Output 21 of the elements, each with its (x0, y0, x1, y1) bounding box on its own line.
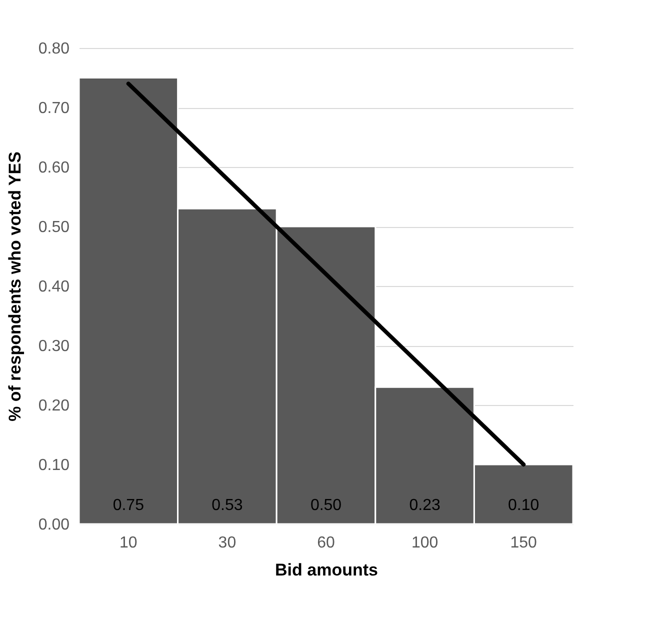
y-tick-label: 0.80 (38, 40, 70, 58)
y-tick-label: 0.30 (38, 338, 70, 355)
x-tick-label: 100 (411, 534, 438, 552)
y-tick-label: 0.60 (38, 160, 70, 176)
y-tick-label: 0.70 (38, 100, 70, 117)
data-label: 0.10 (508, 497, 540, 514)
y-tick-label: 0.40 (38, 278, 70, 296)
data-label: 0.50 (310, 497, 342, 514)
y-tick-label: 0.10 (38, 457, 70, 474)
y-tick-label: 0.20 (38, 398, 70, 414)
x-tick-label: 10 (120, 534, 138, 552)
x-axis-title: Bid amounts (275, 560, 378, 580)
y-tick-label: 0.50 (38, 219, 70, 236)
x-tick-label: 150 (510, 534, 538, 552)
data-label: 0.23 (409, 497, 440, 514)
data-label: 0.75 (112, 497, 144, 514)
y-tick-label: 0.00 (38, 516, 70, 534)
x-tick-label: 30 (218, 534, 236, 552)
y-axis-title: % of respondents who voted YES (5, 152, 24, 422)
x-tick-label: 60 (317, 534, 335, 552)
data-label: 0.53 (212, 497, 243, 514)
